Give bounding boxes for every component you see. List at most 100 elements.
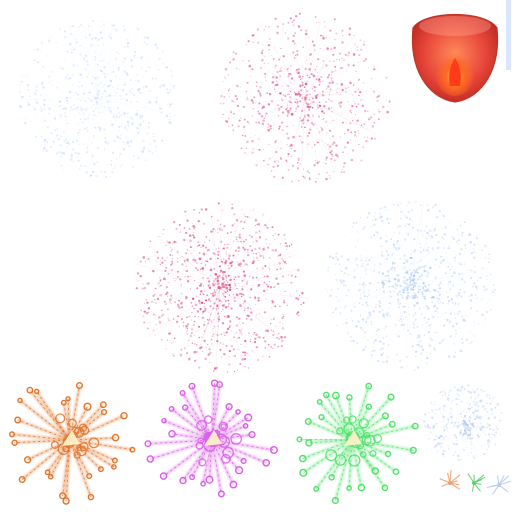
spark-dot — [455, 294, 458, 298]
spark-dot — [290, 274, 293, 277]
spark-dot — [444, 233, 447, 236]
spark-dot — [275, 80, 278, 83]
spark-dot — [80, 99, 82, 102]
spark-dot — [200, 257, 202, 260]
spark-dot — [165, 266, 167, 269]
spark-dot — [210, 313, 212, 315]
spark-dot — [430, 352, 432, 355]
spark-dot — [193, 280, 196, 282]
spark-dot — [106, 85, 110, 88]
spark-dot — [368, 242, 370, 244]
spark-dot — [456, 454, 460, 458]
spark-dot — [409, 284, 412, 286]
spark-dot — [353, 275, 356, 279]
spark-dot — [217, 297, 219, 300]
spark-dot — [98, 147, 100, 149]
spark-head — [188, 382, 196, 390]
spark-dot — [478, 435, 481, 438]
spark-dot — [190, 302, 193, 304]
spark-dot — [394, 262, 396, 265]
spark-ring — [73, 451, 81, 459]
spark-dot — [71, 74, 74, 76]
spark-dot — [405, 280, 407, 282]
spark-dot — [350, 139, 351, 141]
spark-dot — [109, 109, 112, 113]
spark-dot — [430, 338, 434, 342]
spark-dot — [375, 330, 378, 332]
spark-dot — [102, 96, 104, 98]
spark-dot — [255, 121, 258, 124]
spark-dot — [117, 125, 119, 127]
spark-dot — [356, 228, 358, 230]
spark-dot — [217, 318, 221, 321]
spark-dot — [419, 288, 421, 291]
spark-dot — [233, 296, 236, 300]
spark-dot — [413, 369, 416, 371]
spark-dot — [162, 84, 166, 87]
spark-dot — [104, 140, 108, 144]
spark-ray — [135, 263, 221, 289]
spark-dot — [193, 334, 195, 336]
spark-dot — [461, 423, 463, 426]
spark-dot — [186, 279, 190, 283]
spark-dot — [225, 120, 229, 123]
spark-ring — [73, 426, 85, 438]
spark-dot — [202, 310, 205, 313]
spark-ring — [325, 449, 338, 462]
spark-dot — [473, 390, 476, 394]
spark-dot — [79, 109, 81, 111]
spark-dot — [155, 314, 157, 316]
spark-dot — [271, 226, 274, 229]
spark-dot — [181, 306, 184, 309]
spark-dot — [413, 292, 416, 295]
spark-dot — [404, 292, 406, 294]
spark-dot — [226, 371, 229, 373]
spark-dot — [331, 135, 334, 138]
spark-dot — [443, 426, 445, 428]
spark-dot — [247, 314, 250, 318]
spark-dot — [203, 330, 206, 332]
spark-ray — [48, 55, 99, 99]
spark-dot — [274, 325, 276, 327]
spark-dot — [378, 310, 381, 313]
spark-dot — [142, 120, 145, 123]
spark-ray — [301, 97, 306, 165]
spark-head — [146, 455, 155, 463]
spark-dot — [318, 101, 321, 104]
spark-dot — [42, 86, 45, 89]
spark-dot — [328, 145, 332, 148]
spark-dot — [463, 221, 466, 224]
spark-dot — [203, 316, 205, 318]
spark-dot — [474, 265, 476, 267]
spark-dot — [33, 108, 37, 111]
spark-dot — [318, 83, 321, 86]
spark-dot — [317, 76, 319, 77]
spark-dot — [439, 443, 441, 446]
spark-dot — [486, 426, 489, 429]
spark-ray — [250, 97, 306, 145]
spark-dot — [437, 450, 439, 452]
spark-dot — [407, 210, 410, 214]
spark-dot — [417, 268, 420, 271]
spark-dot — [460, 415, 463, 418]
spark-dot — [168, 332, 171, 335]
spark-dot — [442, 436, 444, 439]
spark-dot — [454, 434, 457, 437]
spark-dot — [410, 279, 412, 282]
spark-dot — [425, 265, 428, 267]
spark-dot — [72, 25, 74, 27]
spark-dot — [484, 321, 486, 323]
spark-dot — [313, 164, 316, 167]
spark-dot — [297, 105, 300, 108]
spark-dot — [344, 53, 347, 56]
spark-trail-core — [315, 439, 353, 490]
spark-dot — [247, 248, 249, 251]
spark-dot — [296, 290, 298, 292]
spark-dot — [423, 265, 427, 268]
spark-dot — [189, 275, 191, 277]
spark-dot — [402, 288, 406, 292]
spark-dot — [429, 431, 432, 434]
spark-dot — [219, 271, 221, 273]
spark-dot — [80, 96, 82, 98]
spark-dot — [387, 274, 390, 277]
